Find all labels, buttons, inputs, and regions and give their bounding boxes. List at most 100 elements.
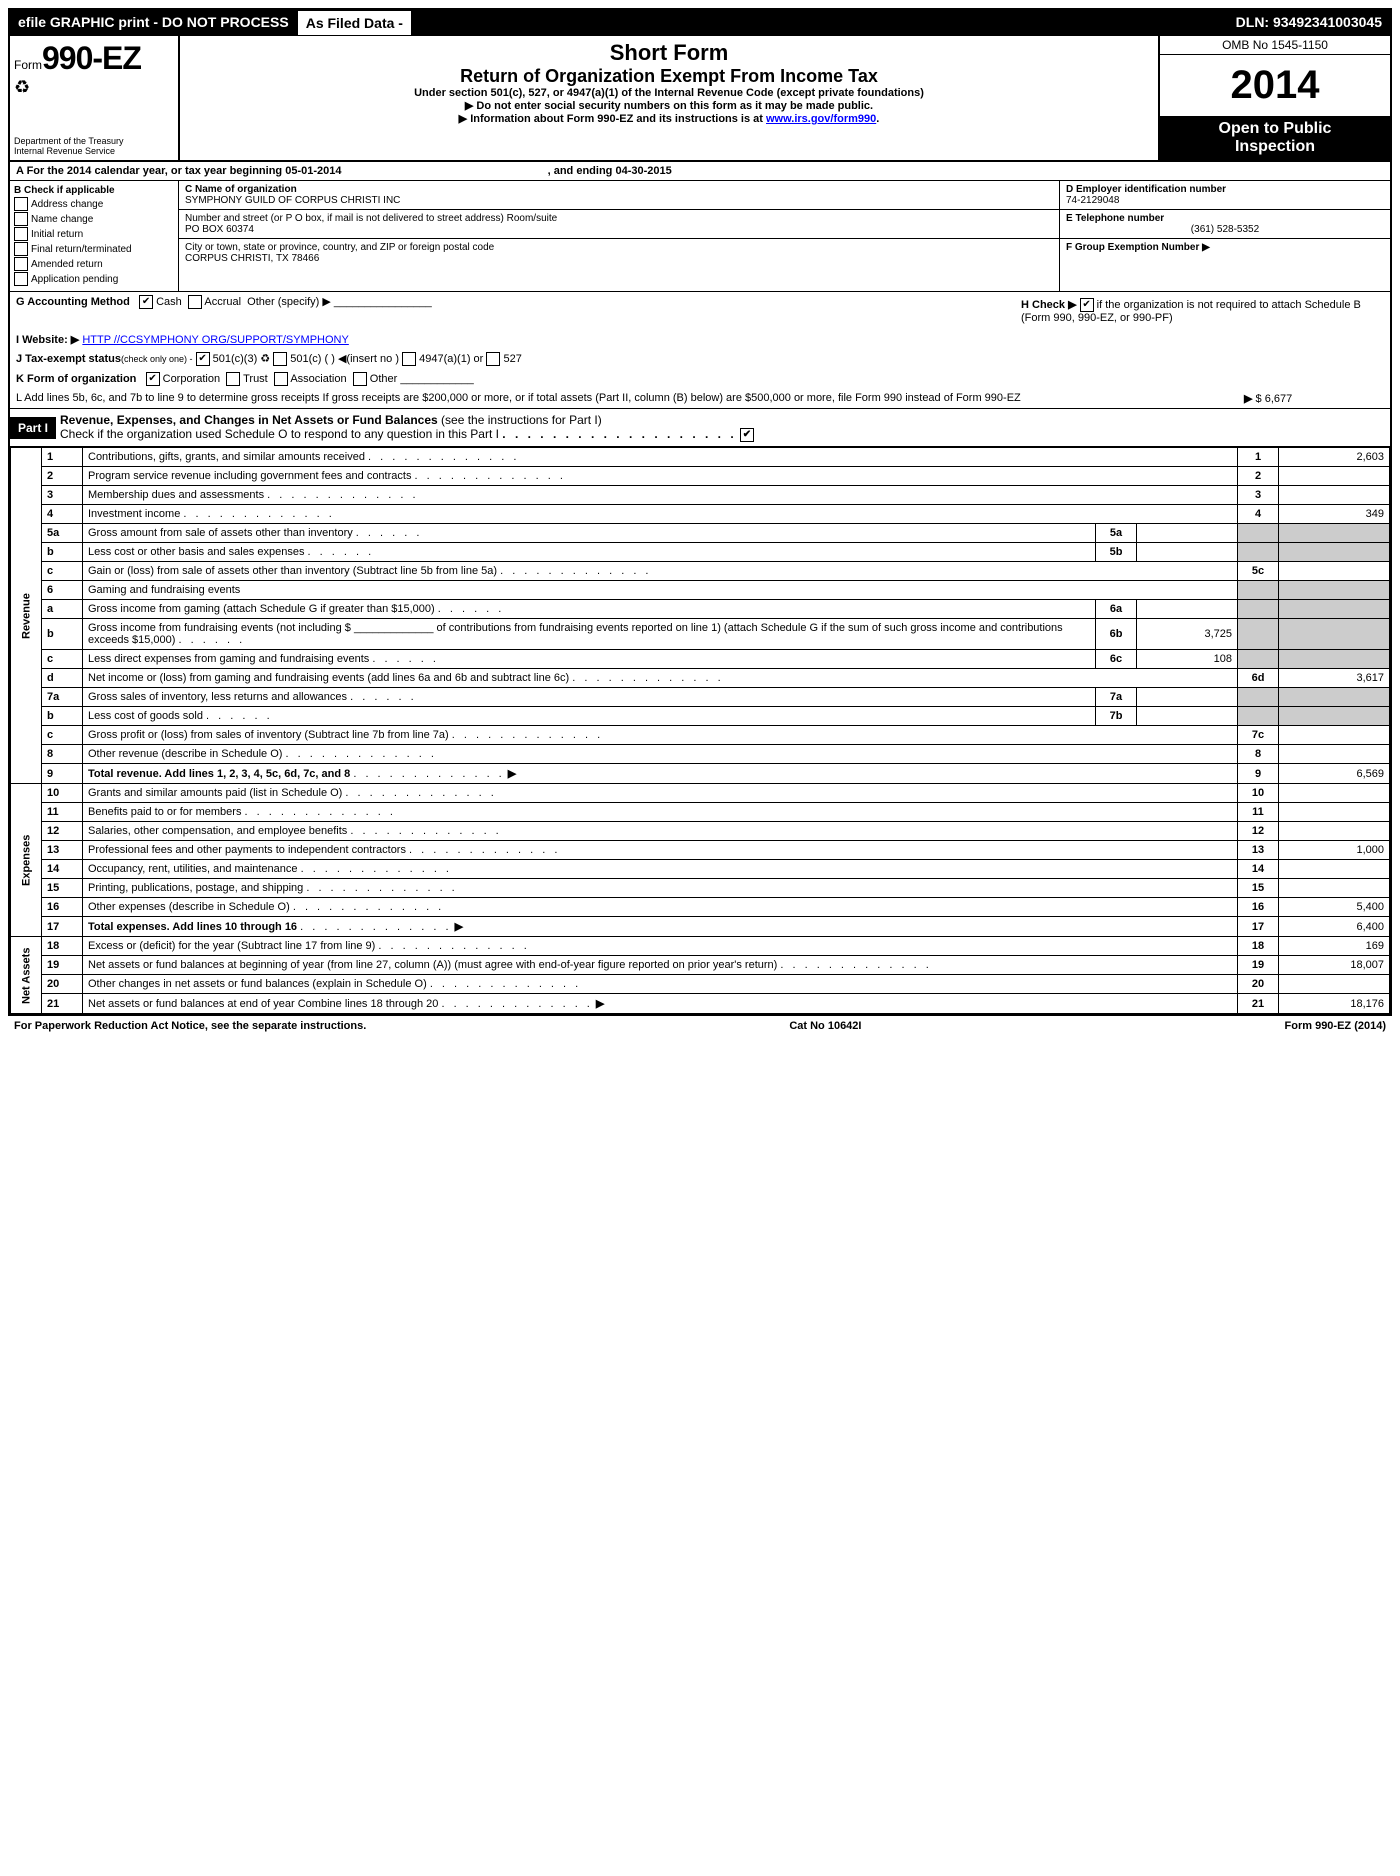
right-line-number: 4	[1238, 505, 1279, 524]
checkbox-501c3[interactable]: ✔	[196, 352, 210, 366]
table-row: Net Assets18Excess or (deficit) for the …	[11, 937, 1390, 956]
checkbox-accrual[interactable]	[188, 295, 202, 309]
table-row: 7aGross sales of inventory, less returns…	[11, 688, 1390, 707]
line-number: 10	[42, 784, 83, 803]
header: Form990-EZ ♻ Department of the Treasury …	[10, 36, 1390, 162]
line-desc: Membership dues and assessments . . . . …	[83, 486, 1238, 505]
mid-line-value	[1137, 543, 1238, 562]
right-line-value	[1279, 860, 1390, 879]
right-line-value: 169	[1279, 937, 1390, 956]
row-a-tax-year: A For the 2014 calendar year, or tax yea…	[10, 162, 1390, 181]
table-row: 3Membership dues and assessments . . . .…	[11, 486, 1390, 505]
table-row: 15Printing, publications, postage, and s…	[11, 879, 1390, 898]
checkbox-schedule-o[interactable]: ✔	[740, 428, 754, 442]
table-row: cGain or (loss) from sale of assets othe…	[11, 562, 1390, 581]
mid-line-value: 3,725	[1137, 619, 1238, 650]
right-line-number: 11	[1238, 803, 1279, 822]
checkbox-initial-return[interactable]	[14, 227, 28, 241]
right-line-value: 18,007	[1279, 956, 1390, 975]
mid-line-number: 6a	[1096, 600, 1137, 619]
table-row: 9Total revenue. Add lines 1, 2, 3, 4, 5c…	[11, 764, 1390, 784]
table-row: 8Other revenue (describe in Schedule O) …	[11, 745, 1390, 764]
line-desc: Benefits paid to or for members . . . . …	[83, 803, 1238, 822]
line-number: 7a	[42, 688, 83, 707]
table-row: Revenue1Contributions, gifts, grants, an…	[11, 448, 1390, 467]
table-row: 21Net assets or fund balances at end of …	[11, 994, 1390, 1014]
line-desc: Gross profit or (loss) from sales of inv…	[83, 726, 1238, 745]
right-line-value: 6,569	[1279, 764, 1390, 784]
right-line-number: 8	[1238, 745, 1279, 764]
line-desc: Gross income from fundraising events (no…	[83, 619, 1096, 650]
line-number: b	[42, 707, 83, 726]
right-line-number: 2	[1238, 467, 1279, 486]
mid-line-number: 7b	[1096, 707, 1137, 726]
line-number: 6	[42, 581, 83, 600]
table-row: bGross income from fundraising events (n…	[11, 619, 1390, 650]
info-note: ▶ Information about Form 990-EZ and its …	[184, 112, 1154, 125]
col-b-checkboxes: B Check if applicable Address change Nam…	[10, 181, 179, 291]
checkbox-501c[interactable]	[273, 352, 287, 366]
section-label: Net Assets	[11, 937, 42, 1014]
line-desc: Other changes in net assets or fund bala…	[83, 975, 1238, 994]
right-line-value	[1279, 975, 1390, 994]
table-row: 6Gaming and fundraising events	[11, 581, 1390, 600]
recycle-icon: ♻	[14, 77, 174, 98]
line-number: c	[42, 562, 83, 581]
line-number: 4	[42, 505, 83, 524]
line-number: 8	[42, 745, 83, 764]
line-h: H Check ▶ ✔ if the organization is not r…	[1018, 295, 1384, 327]
checkbox-association[interactable]	[274, 372, 288, 386]
line-desc: Less cost or other basis and sales expen…	[83, 543, 1096, 562]
line-desc: Occupancy, rent, utilities, and maintena…	[83, 860, 1238, 879]
top-bar: efile GRAPHIC print - DO NOT PROCESS As …	[10, 10, 1390, 36]
line-number: 3	[42, 486, 83, 505]
checkbox-trust[interactable]	[226, 372, 240, 386]
website-link[interactable]: HTTP //CCSYMPHONY ORG/SUPPORT/SYMPHONY	[82, 334, 349, 346]
checkbox-amended[interactable]	[14, 257, 28, 271]
mid-line-value	[1137, 688, 1238, 707]
right-line-value: 18,176	[1279, 994, 1390, 1014]
right-line-number: 17	[1238, 917, 1279, 937]
line-desc: Gross income from gaming (attach Schedul…	[83, 600, 1096, 619]
checkbox-name-change[interactable]	[14, 212, 28, 226]
gross-receipts: $ 6,677	[1256, 393, 1293, 405]
checkbox-address-change[interactable]	[14, 197, 28, 211]
section-b-c-d-e-f: B Check if applicable Address change Nam…	[10, 181, 1390, 292]
line-number: c	[42, 726, 83, 745]
checkbox-application-pending[interactable]	[14, 272, 28, 286]
short-form-label: Short Form	[184, 40, 1154, 66]
section-g-to-l: H Check ▶ ✔ if the organization is not r…	[10, 292, 1390, 409]
right-line-value	[1279, 467, 1390, 486]
checkbox-schedule-b[interactable]: ✔	[1080, 298, 1094, 312]
group-exemption: F Group Exemption Number ▶	[1066, 242, 1210, 253]
line-desc: Printing, publications, postage, and shi…	[83, 879, 1238, 898]
paperwork-notice: For Paperwork Reduction Act Notice, see …	[14, 1020, 366, 1032]
tax-year: 2014	[1160, 55, 1390, 116]
line-desc: Salaries, other compensation, and employ…	[83, 822, 1238, 841]
table-row: Expenses10Grants and similar amounts pai…	[11, 784, 1390, 803]
line-number: b	[42, 619, 83, 650]
line-desc: Net assets or fund balances at end of ye…	[83, 994, 1238, 1014]
line-number: 2	[42, 467, 83, 486]
checkbox-corporation[interactable]: ✔	[146, 372, 160, 386]
line-desc: Gross amount from sale of assets other t…	[83, 524, 1096, 543]
checkbox-cash[interactable]: ✔	[139, 295, 153, 309]
checkbox-4947[interactable]	[402, 352, 416, 366]
right-line-value	[1279, 879, 1390, 898]
line-desc: Investment income . . . . . . . . . . . …	[83, 505, 1238, 524]
right-line-value	[1279, 726, 1390, 745]
checkbox-527[interactable]	[486, 352, 500, 366]
checkbox-final-return[interactable]	[14, 242, 28, 256]
mid-line-number: 6b	[1096, 619, 1137, 650]
form-prefix: Form	[14, 58, 42, 72]
org-street: PO BOX 60374	[185, 224, 1053, 235]
col-c-org-info: C Name of organization SYMPHONY GUILD OF…	[179, 181, 1060, 291]
irs-link[interactable]: www.irs.gov/form990	[766, 113, 876, 125]
right-line-number: 3	[1238, 486, 1279, 505]
line-desc: Other expenses (describe in Schedule O) …	[83, 898, 1238, 917]
ssn-note: ▶ Do not enter social security numbers o…	[184, 99, 1154, 112]
efile-label: efile GRAPHIC print - DO NOT PROCESS	[10, 10, 297, 36]
form-subtitle: Under section 501(c), 527, or 4947(a)(1)…	[184, 87, 1154, 99]
section-label: Revenue	[11, 448, 42, 784]
checkbox-other-org[interactable]	[353, 372, 367, 386]
